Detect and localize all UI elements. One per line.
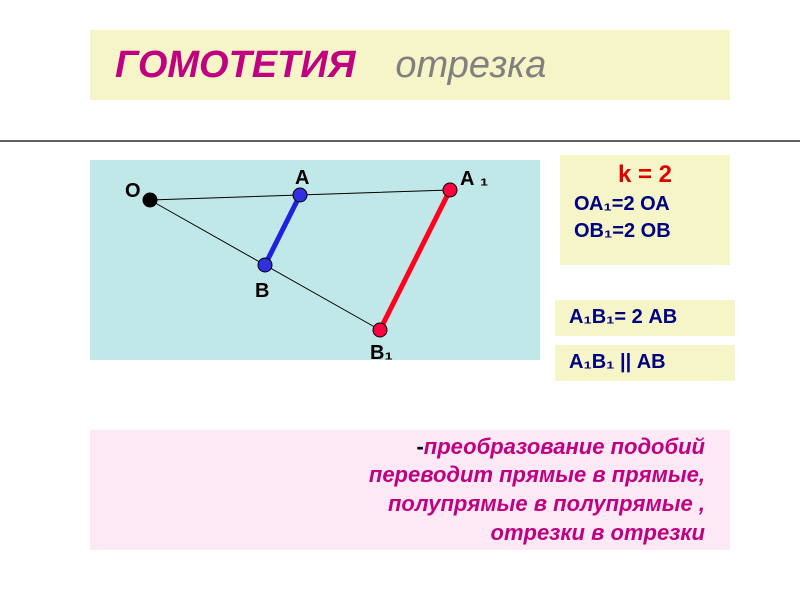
info-k-box: k = 2 ОА₁=2 ОА ОВ₁=2 ОВ (560, 155, 730, 265)
info-oa: ОА₁=2 ОА (574, 193, 716, 216)
info-ab-len: А₁В₁= 2 АВ (555, 300, 735, 336)
point-label-O: О (125, 180, 141, 203)
info-k: k = 2 (574, 161, 716, 189)
caption-box: -преобразование подобий переводит прямые… (90, 430, 730, 550)
point-label-B1: В₁ (370, 342, 393, 365)
title-block: ГОМОТЕТИЯ отрезка (90, 30, 730, 100)
divider (0, 140, 800, 142)
point-label-B: В (255, 280, 269, 303)
point-label-A: А (295, 167, 309, 190)
title-main: ГОМОТЕТИЯ (115, 44, 355, 87)
info-ab-par: А₁В₁ || АВ (555, 345, 735, 381)
caption-text: -преобразование подобий переводит прямые… (369, 433, 705, 547)
info-ob: ОВ₁=2 ОВ (574, 220, 716, 243)
diagram: ОАВА ₁В₁ (90, 160, 540, 360)
title-sub: отрезка (395, 44, 546, 87)
point-label-A1: А ₁ (460, 168, 488, 191)
